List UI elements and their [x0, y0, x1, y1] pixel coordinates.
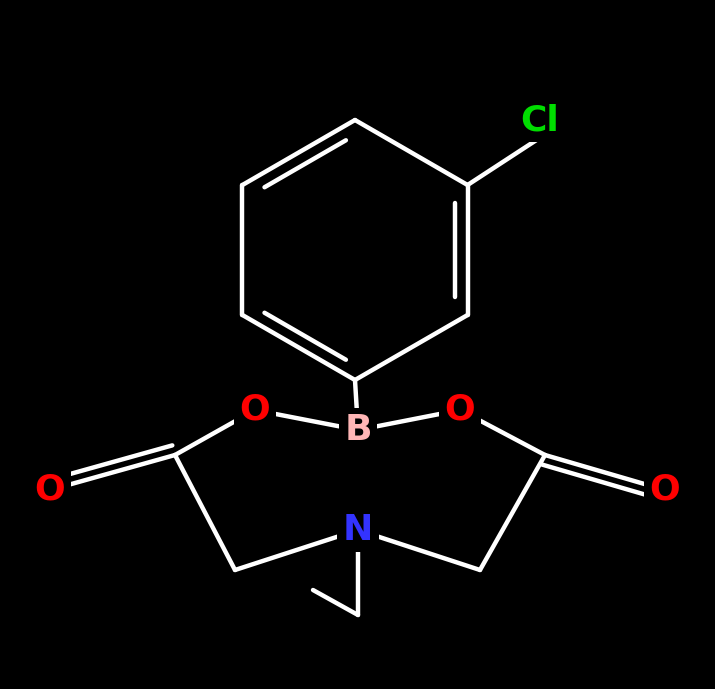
Text: Cl: Cl: [521, 103, 559, 137]
Text: N: N: [342, 513, 373, 547]
Text: O: O: [240, 393, 270, 427]
Text: B: B: [344, 413, 372, 447]
Text: O: O: [650, 473, 681, 507]
Text: O: O: [445, 393, 475, 427]
Text: O: O: [34, 473, 65, 507]
